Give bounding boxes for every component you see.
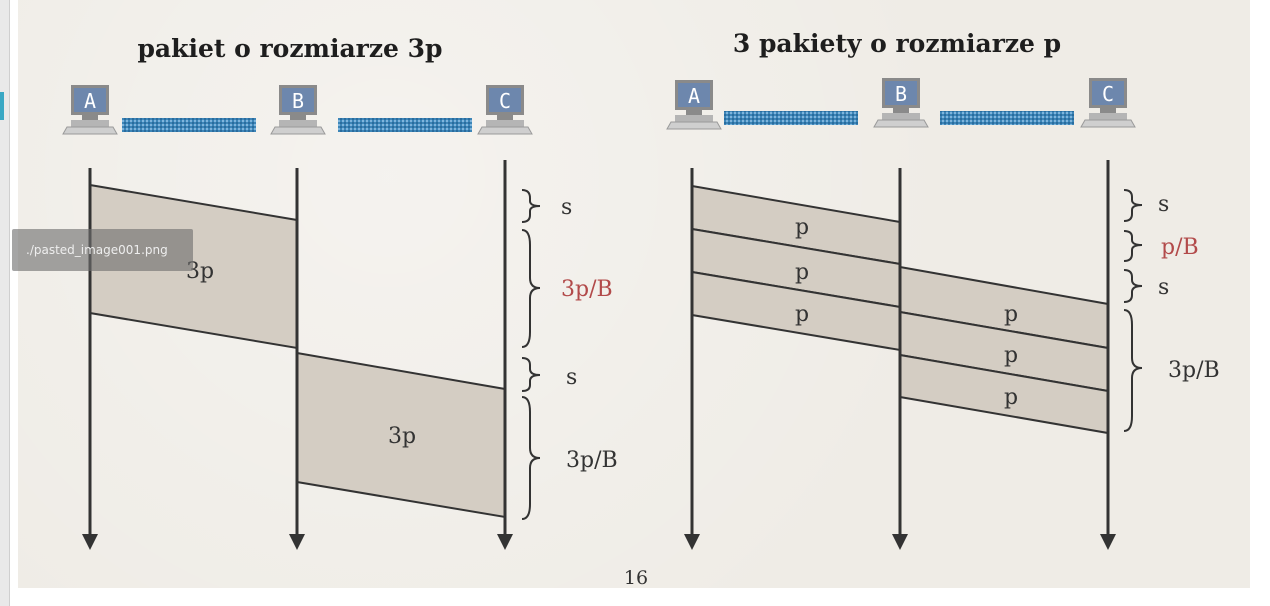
left-brace-label-4: 3p/B [566, 448, 618, 473]
left-node-a-label: A [84, 89, 96, 113]
left-brace-label-3: s [566, 365, 577, 390]
left-node-b: B [270, 84, 326, 135]
right-packet-ab-label-1: p [795, 215, 809, 240]
right-brace-label-2: p/B [1161, 235, 1199, 260]
right-braces [1123, 189, 1143, 432]
window-left-border [0, 0, 10, 606]
left-brace-2 [521, 229, 541, 348]
right-node-b-label: B [895, 82, 907, 106]
right-arrow-b [892, 534, 908, 550]
right-node-b: B [873, 77, 929, 128]
right-brace-2 [1123, 230, 1143, 262]
right-link-ab [724, 111, 858, 125]
left-arrowheads [82, 534, 513, 550]
left-brace-label-1: s [561, 195, 572, 220]
right-node-a-label: A [688, 84, 700, 108]
right-packet-bc-label-1: p [1004, 302, 1018, 327]
page-number: 16 [624, 567, 648, 588]
left-brace-3 [521, 357, 541, 392]
right-title: 3 pakiety o rozmiarze p [733, 29, 1061, 58]
right-brace-label-3: s [1158, 275, 1169, 300]
right-packet-ab-label-3: p [795, 302, 809, 327]
right-brace-label-4: 3p/B [1168, 358, 1220, 383]
left-packet-bc-label: 3p [388, 424, 416, 449]
slide: pakiet o rozmiarze 3p A B C 3p 3p s 3p/B… [18, 0, 1250, 588]
right-packet-bc-label-3: p [1004, 385, 1018, 410]
right-arrow-a [684, 534, 700, 550]
right-arrowheads [684, 534, 1116, 550]
left-node-c: C [477, 84, 533, 135]
image-filename-tooltip: ./pasted_image001.png [12, 229, 193, 271]
left-brace-label-2: 3p/B [561, 277, 613, 302]
right-brace-4 [1123, 309, 1143, 432]
right-arrow-c [1100, 534, 1116, 550]
left-braces [521, 189, 541, 520]
left-arrow-c [497, 534, 513, 550]
left-brace-1 [521, 189, 541, 223]
left-node-a: A [62, 84, 118, 135]
left-arrow-b [289, 534, 305, 550]
right-link-bc [940, 111, 1074, 125]
left-link-ab [122, 118, 256, 132]
right-node-a: A [666, 79, 722, 130]
right-brace-1 [1123, 189, 1143, 222]
right-node-c: C [1080, 77, 1136, 128]
left-title: pakiet o rozmiarze 3p [137, 34, 442, 63]
right-brace-3 [1123, 269, 1143, 303]
right-node-c-label: C [1102, 82, 1114, 106]
left-link-bc [338, 118, 472, 132]
left-brace-4 [521, 396, 541, 520]
right-packet-bc-label-2: p [1004, 343, 1018, 368]
right-packet-ab-label-2: p [795, 260, 809, 285]
left-arrow-a [82, 534, 98, 550]
panel-tab-marker[interactable] [0, 92, 4, 120]
right-brace-label-1: s [1158, 192, 1169, 217]
network-diagram: pakiet o rozmiarze 3p A B C 3p 3p s 3p/B… [62, 29, 1220, 588]
left-node-c-label: C [499, 89, 511, 113]
left-node-b-label: B [292, 89, 304, 113]
right-timelines [690, 160, 1110, 536]
